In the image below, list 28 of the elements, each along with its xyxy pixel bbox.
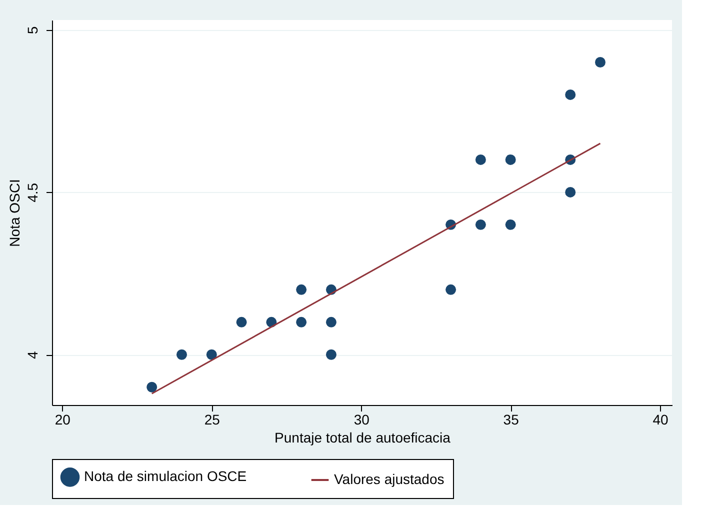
y-tick-label: 4.5 [24,182,40,202]
x-axis-title: Puntaje total de autoeficacia [274,430,451,446]
point [296,284,307,295]
point [505,219,516,230]
point [146,382,158,392]
x-tick-label: 35 [503,412,520,428]
point [326,316,336,328]
point [475,154,486,165]
point [236,316,247,328]
point [565,186,576,198]
point [296,316,307,328]
y-tick-label: 5 [24,26,40,34]
y-tick-label: 4 [24,351,40,360]
x-tick-label: 25 [204,412,220,428]
legend-label: Valores ajustados [334,471,444,487]
point [595,57,606,68]
y-axis-title: Nota OSCI [6,179,22,247]
point [505,154,516,165]
x-tick-label: 20 [54,412,71,428]
legend-label: Nota de simulacion OSCE [84,468,247,484]
point [475,219,486,230]
point [206,349,217,360]
point [176,349,187,360]
x-tick-label: 40 [652,412,669,428]
x-tick-label: 30 [354,412,370,428]
point [446,284,456,295]
point [326,349,336,360]
point [565,89,576,100]
